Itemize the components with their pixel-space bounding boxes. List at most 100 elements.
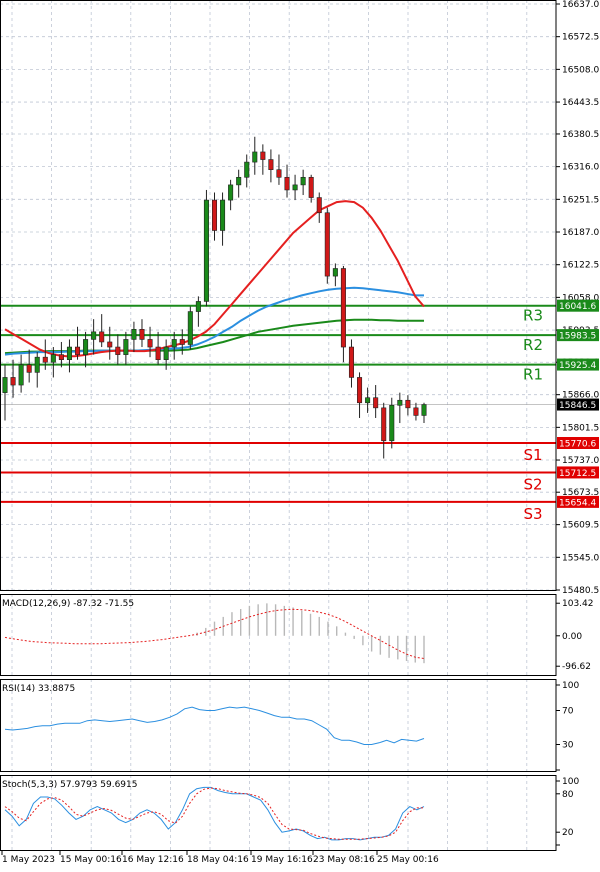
candle-up [18, 364, 24, 386]
candle-up [252, 151, 258, 163]
macd-tick-label: -96.62 [562, 662, 591, 672]
candle-up [163, 346, 169, 361]
candle-up [228, 184, 234, 201]
candle-up [421, 404, 427, 416]
pane-frame-stoch [0, 775, 557, 851]
macd-tick-label: 0.00 [562, 632, 582, 642]
candle-down [340, 268, 346, 348]
pane-frame-rsi [0, 679, 557, 772]
level-name-s3: S3 [523, 505, 542, 523]
candle-down [179, 339, 185, 345]
candle-down [115, 346, 121, 355]
pane-frames [0, 0, 557, 851]
y-tick-label: 15737.0 [562, 456, 599, 466]
x-tick-label: 25 May 00:16 [377, 855, 439, 865]
rsi-tick-label: 30 [562, 741, 574, 751]
y-tick-label: 16122.5 [562, 261, 599, 271]
candle-down [10, 377, 16, 386]
candle-down [75, 346, 81, 355]
candle-down [405, 399, 411, 409]
candle-down [147, 339, 153, 348]
candle-up [171, 339, 177, 348]
rsi-tick-label: 100 [562, 681, 579, 691]
candle-down [308, 176, 314, 198]
rsi-tick-label: 70 [562, 707, 574, 717]
candle-up [300, 176, 306, 186]
level-tag-s2 [557, 466, 599, 479]
candle-down [260, 151, 266, 160]
candle-down [373, 397, 379, 409]
candle-up [389, 405, 395, 442]
y-tick-label: 15866.0 [562, 391, 599, 401]
candle-down [284, 176, 290, 191]
candle-down [381, 407, 387, 442]
candle-up [2, 377, 8, 393]
y-tick-label: 15609.5 [562, 521, 599, 531]
candle-down [324, 212, 330, 277]
x-tick-label: 19 May 16:16 [251, 855, 313, 865]
x-tick-label: 1 May 2023 [2, 855, 55, 865]
level-name-r2: R2 [523, 336, 543, 354]
candle-down [268, 159, 274, 170]
candle-up [34, 356, 40, 373]
rsi-label: RSI(14) 33.8875 [2, 684, 75, 694]
level-name-r3: R3 [523, 307, 543, 325]
candle-up [332, 268, 338, 277]
level-value-s3: 15654.4 [559, 498, 596, 508]
y-tick-label: 16251.5 [562, 195, 599, 205]
stoch-tick-label: 100 [562, 777, 579, 787]
level-tag-r1 [557, 358, 599, 371]
candle-up [187, 311, 193, 345]
ma-mid-line [4, 286, 424, 356]
x-tick-label: 23 May 08:16 [313, 855, 375, 865]
stoch-label: Stoch(5,3,3) 57.9793 59.6915 [2, 780, 137, 790]
candle-down [316, 197, 322, 214]
rsi-pane: RSI(14) 33.8875 [2, 684, 425, 745]
macd-pane: MACD(12,26,9) -87.32 -71.55 [2, 599, 425, 664]
candle-down [26, 364, 32, 373]
y-tick-label: 16637.0 [562, 0, 599, 10]
candle-down [99, 331, 105, 343]
candle-down [155, 346, 161, 361]
stoch-tick-label: 80 [562, 790, 574, 800]
y-tick-label: 15480.5 [562, 586, 599, 596]
candle-up [220, 199, 226, 231]
y-tick-label: 15673.5 [562, 488, 599, 498]
candle-down [413, 407, 419, 416]
candle-down [276, 169, 282, 178]
y-tick-label: 16443.5 [562, 98, 599, 108]
pane-frame-main [0, 0, 557, 591]
x-tick-label: 16 May 12:16 [122, 855, 184, 865]
level-value-r2: 15983.5 [559, 332, 596, 342]
level-value-r1: 15925.4 [559, 361, 596, 371]
grid-lines [0, 0, 556, 851]
macd-signal-line [4, 608, 425, 659]
macd-tick-label: 103.42 [562, 599, 594, 609]
candle-down [357, 377, 363, 404]
candle-up [91, 331, 97, 340]
y-tick-label: 15801.5 [562, 423, 599, 433]
candle-up [83, 339, 89, 355]
candle-down [107, 341, 113, 348]
stoch-tick-label: 20 [562, 828, 574, 838]
candle-down [211, 199, 218, 231]
candle-down [58, 354, 64, 361]
level-name-s1: S1 [523, 446, 542, 464]
level-name-s2: S2 [523, 475, 542, 493]
y-tick-label: 15545.0 [562, 553, 599, 563]
pane-frame-macd [0, 594, 557, 676]
level-value-s1: 15770.6 [559, 440, 596, 450]
candle-up [203, 199, 209, 302]
level-value-r3: 16041.6 [559, 302, 596, 312]
candle-down [348, 346, 354, 378]
level-name-r1: R1 [523, 366, 543, 384]
stoch-d-line [4, 787, 424, 840]
y-tick-label: 16058.0 [562, 293, 599, 303]
current-price-tag [557, 398, 599, 411]
macd-label: MACD(12,26,9) -87.32 -71.55 [2, 599, 134, 609]
x-tick-label: 18 May 04:16 [187, 855, 249, 865]
rsi-line [4, 706, 425, 745]
level-tag-s1 [557, 437, 599, 450]
